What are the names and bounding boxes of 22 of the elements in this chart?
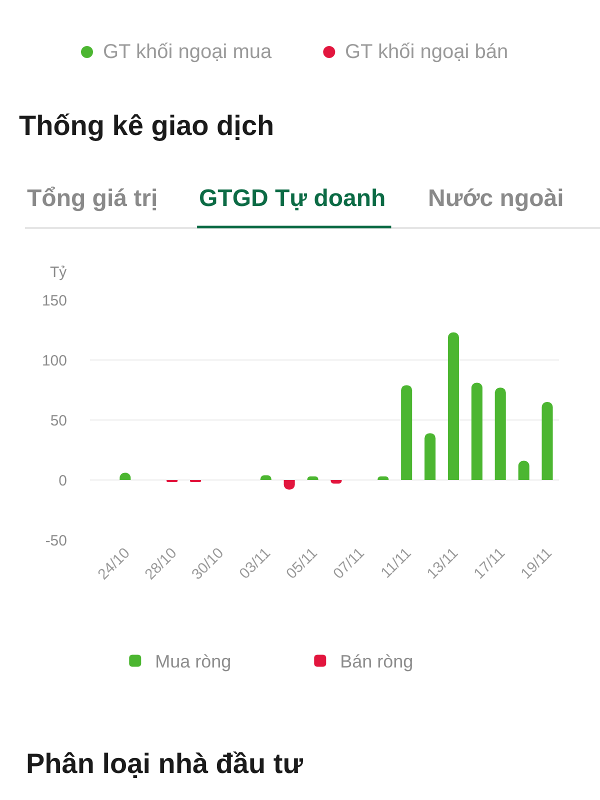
bar xyxy=(542,402,553,480)
y-tick-label: 0 xyxy=(58,472,67,490)
bar xyxy=(494,388,506,480)
bar xyxy=(471,382,482,480)
text: GT khối ngoại bán xyxy=(345,41,508,63)
text: GT khối ngoại mua xyxy=(103,41,272,63)
text: GTGD Tự doanh xyxy=(199,185,386,212)
bar xyxy=(401,385,412,480)
y-tick-label: 150 xyxy=(42,292,67,310)
text: Phân loại nhà đầu tư xyxy=(26,748,304,779)
bar xyxy=(448,332,459,480)
bar xyxy=(424,433,436,480)
legend-label: Mua ròng xyxy=(155,652,232,672)
y-tick-label: 50 xyxy=(50,412,67,430)
text: Nước ngoài xyxy=(428,185,564,212)
bar xyxy=(518,460,530,480)
legend-label: Bán ròng xyxy=(340,652,414,672)
y-axis-title: Tỷ xyxy=(50,264,68,281)
y-tick-label: -50 xyxy=(45,532,67,550)
chart-title: Thống kê giao dịch xyxy=(19,110,274,141)
text: Tổng giá trị xyxy=(27,185,158,212)
y-tick-label: 100 xyxy=(42,352,67,370)
